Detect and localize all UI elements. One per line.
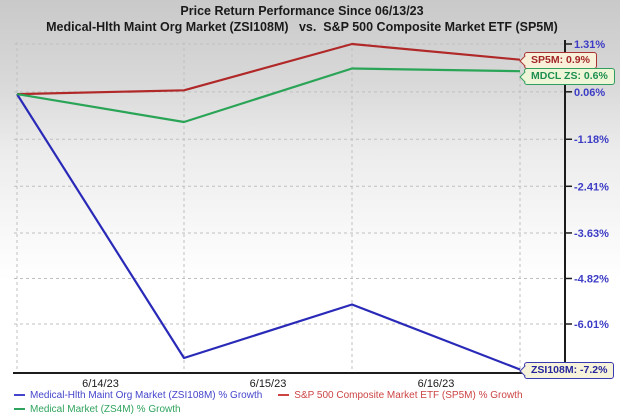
y-axis-label: -1.18% (574, 134, 609, 146)
y-axis-label: -6.01% (574, 319, 609, 331)
legend-label-sp5m: S&P 500 Composite Market ETF (SP5M) % Gr… (294, 389, 523, 401)
y-axis-label: -3.63% (574, 228, 609, 240)
callout-mdcl-label: MDCL ZS: 0.6% (531, 70, 608, 82)
legend-label-zs4m: Medical Market (ZS4M) % Growth (30, 403, 181, 415)
callout-mdcl: MDCL ZS: 0.6% (524, 68, 615, 85)
chart-title: Price Return Performance Since 06/13/23 … (0, 3, 604, 35)
x-axis-label: 6/15/23 (250, 378, 287, 390)
chart-title-line2: Medical-Hlth Maint Org Market (ZSI108M) … (46, 20, 558, 34)
legend-row-1: Medical-Hlth Maint Org Market (ZSI108M) … (14, 388, 539, 402)
callout-zsi108m-label: ZSI108M: -7.2% (531, 364, 608, 376)
legend-row-2: Medical Market (ZS4M) % Growth (14, 402, 539, 416)
y-axis-label: -2.41% (574, 181, 609, 193)
y-axis-label: 0.06% (574, 87, 605, 99)
y-axis-label: 1.31% (574, 39, 605, 51)
chart-legend: Medical-Hlth Maint Org Market (ZSI108M) … (14, 388, 539, 416)
callout-sp5m-label: SP5M: 0.9% (531, 54, 590, 66)
y-axis-label: -4.82% (574, 273, 609, 285)
legend-item-zsi108m: Medical-Hlth Maint Org Market (ZSI108M) … (14, 390, 262, 401)
x-axis-label: 6/14/23 (82, 378, 119, 390)
callout-zsi108m: ZSI108M: -7.2% (524, 362, 615, 379)
x-axis-label: 6/16/23 (418, 378, 455, 390)
legend-label-zsi108m: Medical-Hlth Maint Org Market (ZSI108M) … (30, 389, 263, 401)
legend-item-sp5m: S&P 500 Composite Market ETF (SP5M) % Gr… (278, 389, 523, 401)
series-line-sp5m (16, 42, 521, 96)
series-line-zsi108m (16, 93, 521, 371)
legend-dash-icon (278, 393, 290, 397)
legend-dash-icon (14, 407, 25, 411)
series-line-zs4m (16, 67, 521, 124)
legend-item-zs4m: Medical Market (ZS4M) % Growth (14, 404, 181, 415)
callout-sp5m: SP5M: 0.9% (524, 52, 597, 69)
legend-dash-icon (14, 393, 25, 397)
chart-title-line1: Price Return Performance Since 06/13/23 (180, 4, 424, 18)
